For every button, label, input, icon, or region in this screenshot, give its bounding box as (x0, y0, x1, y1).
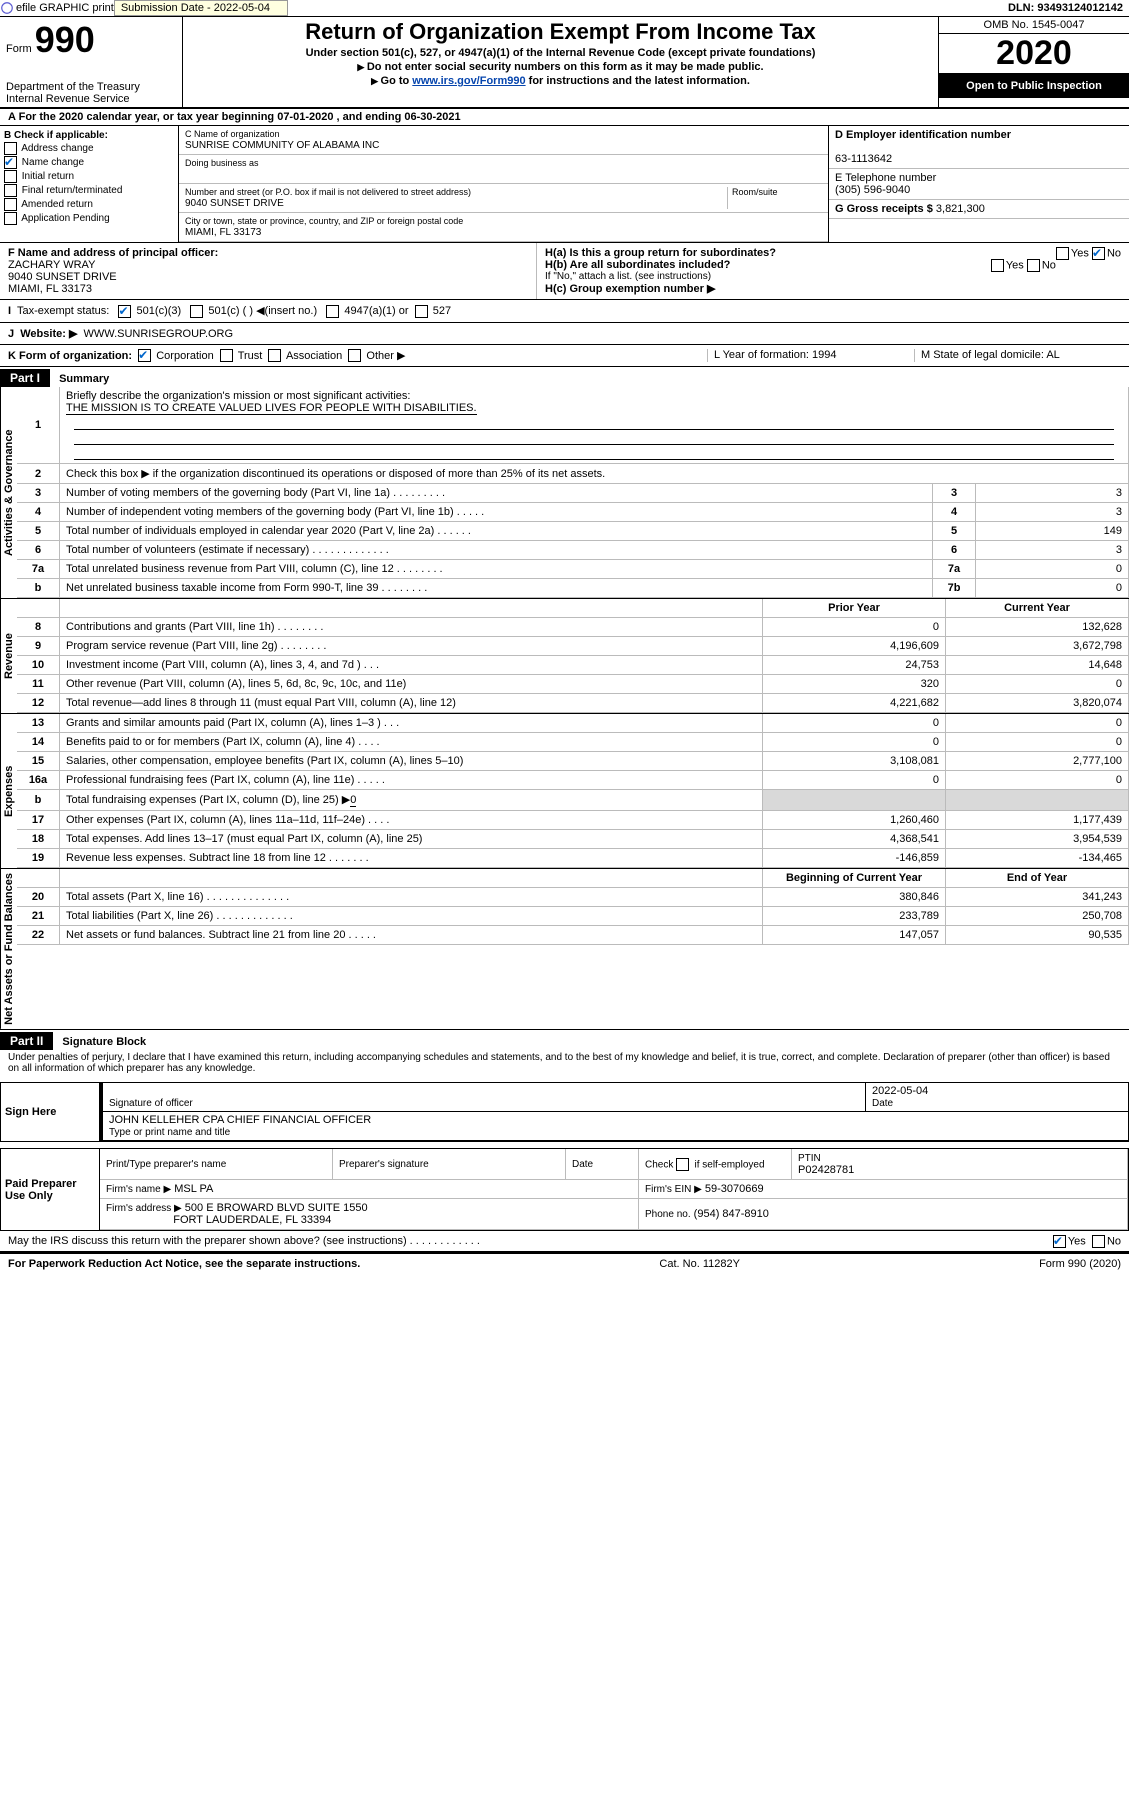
top-toolbar: efile GRAPHIC print DLN: 93493124012142 (0, 0, 1129, 17)
netassets-side-label: Net Assets or Fund Balances (0, 869, 17, 1029)
dept-label: Department of the Treasury (6, 81, 176, 93)
other-checkbox[interactable] (348, 349, 361, 362)
form-number: 990 (35, 19, 95, 60)
efile-link[interactable]: efile GRAPHIC print (0, 1, 114, 15)
name-change-checkbox[interactable] (4, 156, 17, 169)
efile-label: efile GRAPHIC print (16, 2, 114, 14)
form990-link[interactable]: www.irs.gov/Form990 (412, 75, 525, 87)
irs-label: Internal Revenue Service (6, 93, 176, 105)
form-header: Form 990 Department of the Treasury Inte… (0, 17, 1129, 109)
telephone: (305) 596-9040 (835, 184, 910, 196)
sign-here-block: Sign Here Signature of officer 2022-05-0… (0, 1082, 1129, 1142)
subtitle-2: Do not enter social security numbers on … (193, 61, 928, 73)
section-a: A For the 2020 calendar year, or tax yea… (0, 109, 1129, 126)
tax-year: 2020 (939, 34, 1129, 74)
l4-value: 3 (976, 503, 1129, 522)
501c-checkbox[interactable] (190, 305, 203, 318)
revenue-side-label: Revenue (0, 599, 17, 713)
year-formation: L Year of formation: 1994 (707, 349, 914, 363)
part-ii-header: Part II (0, 1032, 53, 1050)
l7a-value: 0 (976, 560, 1129, 579)
527-checkbox[interactable] (415, 305, 428, 318)
initial-return-checkbox[interactable] (4, 170, 17, 183)
row-i: I Tax-exempt status: 501(c)(3) 501(c) ( … (0, 300, 1129, 323)
discuss-yes-checkbox[interactable] (1053, 1235, 1066, 1248)
expenses-section: Expenses 13Grants and similar amounts pa… (0, 714, 1129, 869)
addr-change-checkbox[interactable] (4, 142, 17, 155)
officer-signature-name: JOHN KELLEHER CPA CHIEF FINANCIAL OFFICE… (109, 1114, 371, 1126)
discuss-no-checkbox[interactable] (1092, 1235, 1105, 1248)
amended-return-checkbox[interactable] (4, 198, 17, 211)
subtitle-3: Go to www.irs.gov/Form990 for instructio… (193, 75, 928, 87)
governance-side-label: Activities & Governance (0, 387, 17, 598)
open-to-public: Open to Public Inspection (939, 74, 1129, 98)
box-b: B Check if applicable: Address change Na… (0, 126, 179, 242)
org-street: 9040 SUNSET DRIVE (185, 198, 284, 209)
ha-yes-checkbox[interactable] (1056, 247, 1069, 260)
entity-block: B Check if applicable: Address change Na… (0, 126, 1129, 243)
ha-no-checkbox[interactable] (1092, 247, 1105, 260)
website: WWW.SUNRISEGROUP.ORG (84, 328, 234, 340)
ein: 63-1113642 (835, 153, 892, 165)
form-label: Form (6, 43, 32, 55)
revenue-section: Revenue Prior YearCurrent Year 8Contribu… (0, 599, 1129, 714)
governance-section: Activities & Governance 1 Briefly descri… (0, 387, 1129, 599)
mission-text: THE MISSION IS TO CREATE VALUED LIVES FO… (66, 402, 477, 415)
org-city: MIAMI, FL 33173 (185, 227, 261, 238)
application-pending-checkbox[interactable] (4, 212, 17, 225)
firm-ein: 59-3070669 (705, 1183, 764, 1195)
submission-date-input[interactable] (114, 0, 288, 16)
officer-name: ZACHARY WRAY (8, 259, 95, 271)
penalties-text: Under penalties of perjury, I declare th… (0, 1050, 1129, 1076)
state-domicile: M State of legal domicile: AL (914, 349, 1121, 363)
paid-preparer-label: Paid Preparer Use Only (1, 1149, 100, 1230)
firm-phone: (954) 847-8910 (694, 1208, 769, 1220)
l3-value: 3 (976, 484, 1129, 503)
discuss-row: May the IRS discuss this return with the… (0, 1231, 1129, 1253)
dln-label: DLN: 93493124012142 (1008, 2, 1129, 14)
corp-checkbox[interactable] (138, 349, 151, 362)
l6-value: 3 (976, 541, 1129, 560)
self-employed-checkbox[interactable] (676, 1158, 689, 1171)
netassets-section: Net Assets or Fund Balances Beginning of… (0, 869, 1129, 1030)
hb-yes-checkbox[interactable] (991, 259, 1004, 272)
l5-value: 149 (976, 522, 1129, 541)
page-title: Return of Organization Exempt From Incom… (193, 19, 928, 45)
sign-here-label: Sign Here (1, 1083, 100, 1141)
l7b-value: 0 (976, 579, 1129, 598)
org-name: SUNRISE COMMUNITY OF ALABAMA INC (185, 140, 379, 151)
part-i-header: Part I (0, 369, 50, 387)
page-footer: For Paperwork Reduction Act Notice, see … (0, 1253, 1129, 1274)
expenses-side-label: Expenses (0, 714, 17, 868)
paid-preparer-block: Paid Preparer Use Only Print/Type prepar… (0, 1148, 1129, 1231)
omb-number: OMB No. 1545-0047 (939, 17, 1129, 34)
final-return-checkbox[interactable] (4, 184, 17, 197)
ptin: P02428781 (798, 1164, 854, 1176)
4947-checkbox[interactable] (326, 305, 339, 318)
trust-checkbox[interactable] (220, 349, 233, 362)
assoc-checkbox[interactable] (268, 349, 281, 362)
sign-date: 2022-05-04 (872, 1085, 928, 1097)
gross-receipts: 3,821,300 (936, 203, 985, 215)
firm-name: MSL PA (174, 1183, 213, 1195)
subtitle-1: Under section 501(c), 527, or 4947(a)(1)… (193, 47, 928, 59)
hb-no-checkbox[interactable] (1027, 259, 1040, 272)
501c3-checkbox[interactable] (118, 305, 131, 318)
